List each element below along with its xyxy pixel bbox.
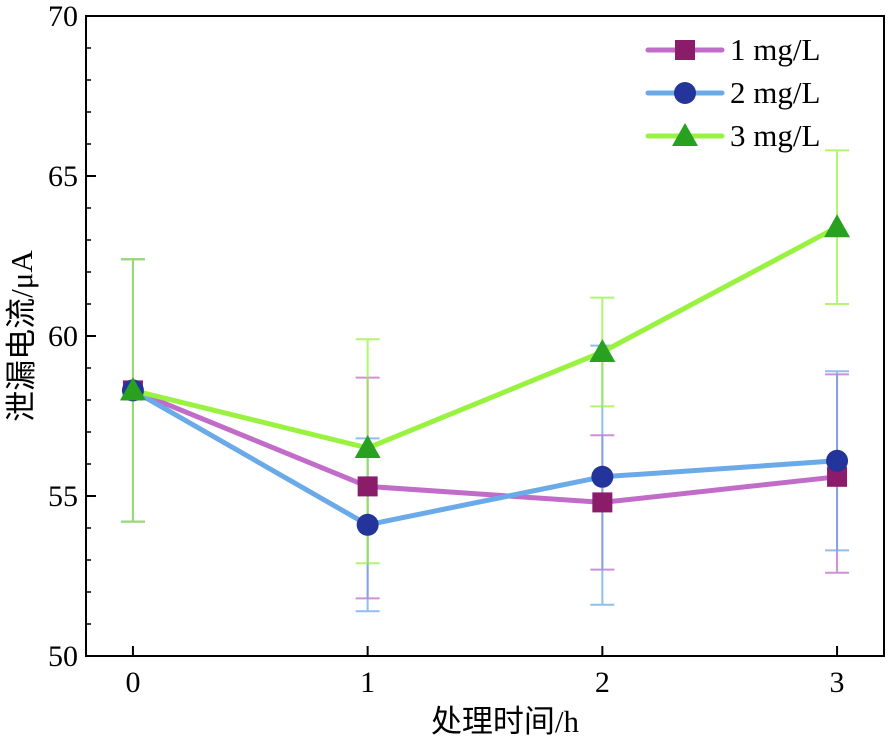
data-point-3-1 bbox=[354, 435, 381, 458]
legend-item-2: 2 mg/L bbox=[645, 75, 820, 110]
plot-frame bbox=[85, 15, 885, 657]
data-point-1-1 bbox=[357, 476, 378, 497]
error-bars bbox=[120, 149, 850, 613]
x-tick-label: 1 bbox=[360, 666, 375, 699]
legend-swatch-marker bbox=[675, 40, 695, 60]
legend-swatch-marker bbox=[674, 82, 696, 104]
series-line-1 bbox=[130, 387, 840, 505]
data-point-3-0 bbox=[119, 377, 146, 401]
legend: 1 mg/L 2 mg/L 3 mg/L bbox=[645, 32, 820, 153]
y-axis-label: 泄漏电流/μA bbox=[4, 250, 39, 422]
series-lines bbox=[130, 224, 840, 528]
y-tick-label: 65 bbox=[48, 160, 78, 193]
legend-label: 1 mg/L bbox=[730, 32, 820, 67]
x-tick-label: 0 bbox=[125, 666, 140, 699]
legend-label: 3 mg/L bbox=[730, 118, 820, 153]
x-tick-label: 3 bbox=[830, 666, 845, 699]
data-point-2-1 bbox=[356, 513, 379, 536]
series-markers bbox=[119, 214, 851, 536]
x-tick-label: 2 bbox=[595, 666, 610, 699]
legend-label: 2 mg/L bbox=[730, 75, 820, 110]
y-tick-label: 60 bbox=[48, 320, 78, 353]
axes: 50 55 60 65 70 0 1 2 3 处理时间/h 泄漏电流/μA bbox=[4, 0, 885, 739]
data-point-1-2 bbox=[592, 492, 613, 513]
y-tick-label: 50 bbox=[48, 640, 78, 673]
series-line-3 bbox=[130, 224, 840, 451]
legend-swatch-marker bbox=[672, 123, 698, 146]
series-line-2 bbox=[130, 387, 840, 528]
data-point-2-3 bbox=[826, 449, 849, 472]
legend-item-1: 1 mg/L bbox=[645, 32, 820, 67]
y-tick-label: 70 bbox=[48, 0, 78, 33]
legend-item-3: 3 mg/L bbox=[645, 118, 820, 153]
x-axis-label: 处理时间/h bbox=[431, 704, 580, 739]
data-point-1-3 bbox=[827, 466, 848, 487]
data-point-3-3 bbox=[824, 214, 851, 238]
data-point-3-2 bbox=[589, 339, 616, 362]
data-point-2-2 bbox=[591, 465, 614, 488]
y-tick-label: 55 bbox=[48, 480, 78, 513]
